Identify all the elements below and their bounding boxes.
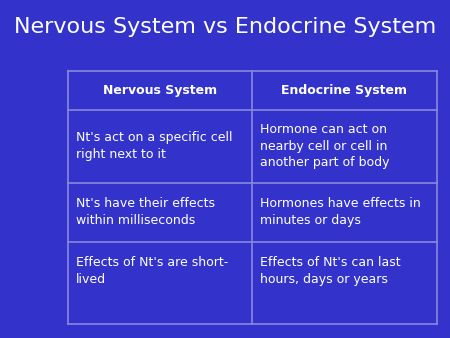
Text: Endocrine System: Endocrine System [281,84,407,97]
Text: Nervous System vs Endocrine System: Nervous System vs Endocrine System [14,17,436,37]
Text: Effects of Nt's are short-
lived: Effects of Nt's are short- lived [76,257,228,286]
Text: Effects of Nt's can last
hours, days or years: Effects of Nt's can last hours, days or … [260,257,401,286]
Text: Hormone can act on
nearby cell or cell in
another part of body: Hormone can act on nearby cell or cell i… [260,123,390,169]
Text: Nt's have their effects
within milliseconds: Nt's have their effects within milliseco… [76,197,215,227]
Text: Nervous System: Nervous System [103,84,217,97]
Text: Hormones have effects in
minutes or days: Hormones have effects in minutes or days [260,197,421,227]
Text: Nt's act on a specific cell
right next to it: Nt's act on a specific cell right next t… [76,131,232,161]
